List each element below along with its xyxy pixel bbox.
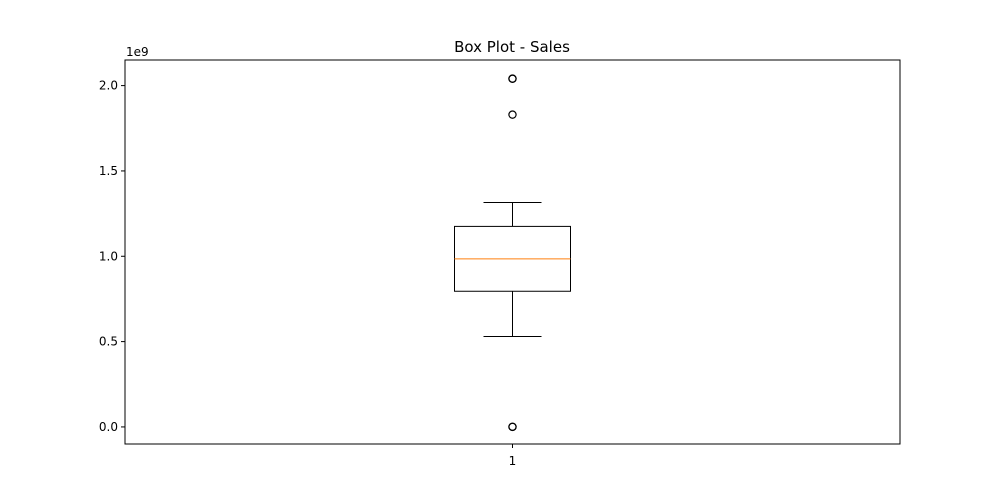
- outlier-point: [508, 74, 517, 83]
- x-tick-label: 1: [509, 454, 517, 468]
- y-axis-offset-label: 1e9: [126, 45, 149, 59]
- plot-layer: 0.0 0.5 1.0 1.5 2.0 1: [99, 74, 571, 468]
- y-tick-label: 1.0: [99, 249, 118, 263]
- y-tick-label: 0.5: [99, 335, 118, 349]
- chart-title: Box Plot - Sales: [454, 38, 570, 56]
- y-tick-label: 0.0: [99, 420, 118, 434]
- y-tick-label: 1.5: [99, 164, 118, 178]
- plot-frame: [124, 59, 901, 445]
- y-tick-label: 2.0: [99, 79, 118, 93]
- outlier-point: [508, 110, 517, 119]
- outlier-point: [508, 422, 517, 431]
